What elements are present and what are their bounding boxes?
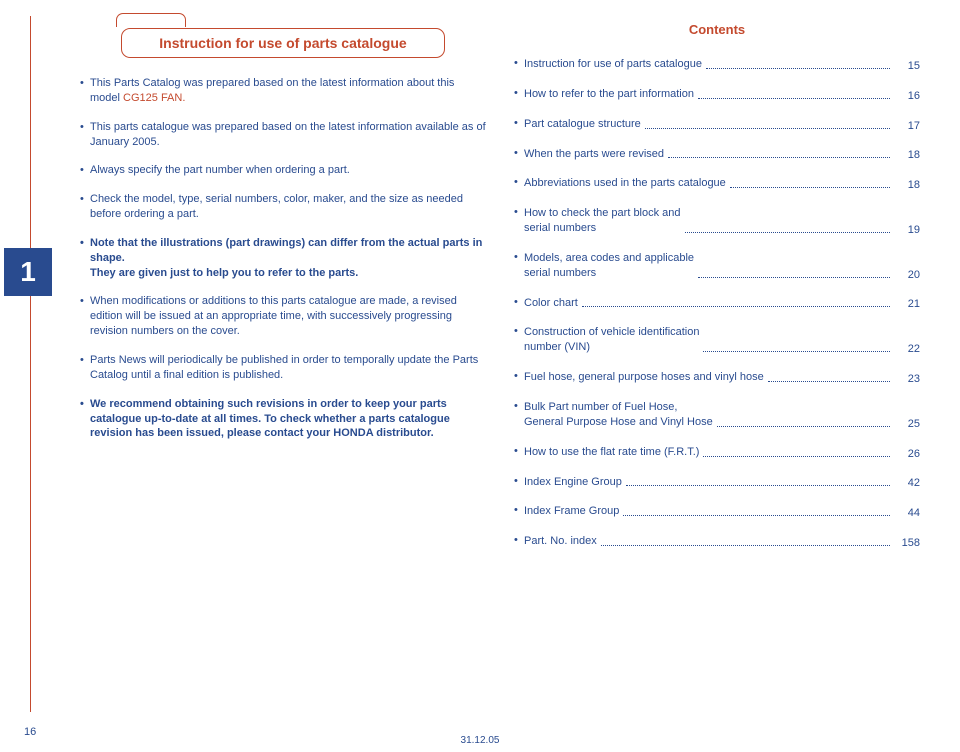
table-of-contents: Instruction for use of parts catalogue 15… — [514, 57, 920, 549]
instruction-bullet-list: This parts catalogue was prepared based … — [80, 120, 486, 442]
toc-item[interactable]: Fuel hose, general purpose hoses and vin… — [514, 370, 920, 385]
instruction-bullet: Parts News will periodically be publishe… — [80, 353, 486, 383]
toc-label: Part. No. index — [524, 534, 597, 549]
section-number-tab: 1 — [4, 248, 52, 296]
footer-page-number: 16 — [24, 726, 36, 738]
toc-leader-dots — [703, 351, 890, 352]
toc-page-number: 26 — [894, 448, 920, 460]
toc-label: Construction of vehicle identification n… — [524, 325, 699, 355]
instruction-title-box: Instruction for use of parts catalogue — [121, 28, 446, 58]
toc-item[interactable]: How to check the part block and serial n… — [514, 206, 920, 236]
toc-item[interactable]: When the parts were revised 18 — [514, 147, 920, 162]
toc-page-number: 15 — [894, 60, 920, 72]
toc-page-number: 22 — [894, 343, 920, 355]
toc-item[interactable]: Models, area codes and applicable serial… — [514, 251, 920, 281]
toc-leader-dots — [768, 381, 890, 382]
instruction-bullet: We recommend obtaining such revisions in… — [80, 397, 486, 442]
toc-page-number: 18 — [894, 179, 920, 191]
toc-label: Fuel hose, general purpose hoses and vin… — [524, 370, 764, 385]
instruction-bullet: Check the model, type, serial numbers, c… — [80, 192, 486, 222]
right-column: Contents Instruction for use of parts ca… — [514, 18, 920, 564]
left-column: Instruction for use of parts catalogue T… — [80, 18, 486, 564]
toc-item[interactable]: Construction of vehicle identification n… — [514, 325, 920, 355]
instruction-bullet: Always specify the part number when orde… — [80, 163, 486, 178]
toc-page-number: 18 — [894, 149, 920, 161]
toc-item[interactable]: Index Engine Group 42 — [514, 475, 920, 490]
toc-page-number: 44 — [894, 507, 920, 519]
toc-item[interactable]: Color chart 21 — [514, 296, 920, 311]
toc-page-number: 158 — [894, 537, 920, 549]
toc-leader-dots — [706, 68, 890, 69]
instruction-bullets: This Parts Catalog was prepared based on… — [80, 76, 486, 106]
footer-date: 31.12.05 — [461, 735, 500, 746]
toc-label: Index Engine Group — [524, 475, 622, 490]
toc-leader-dots — [668, 157, 890, 158]
contents-heading: Contents — [514, 22, 920, 37]
toc-leader-dots — [703, 456, 890, 457]
toc-leader-dots — [645, 128, 890, 129]
toc-item[interactable]: Bulk Part number of Fuel Hose, General P… — [514, 400, 920, 430]
toc-label: How to use the flat rate time (F.R.T.) — [524, 445, 699, 460]
toc-item[interactable]: Index Frame Group 44 — [514, 504, 920, 519]
toc-item[interactable]: Part catalogue structure 17 — [514, 117, 920, 132]
toc-page-number: 23 — [894, 373, 920, 385]
toc-label: Instruction for use of parts catalogue — [524, 57, 702, 72]
page-root: 1 Instruction for use of parts catalogue… — [0, 0, 960, 752]
instruction-bullet: This parts catalogue was prepared based … — [80, 120, 486, 150]
toc-leader-dots — [717, 426, 890, 427]
toc-label: When the parts were revised — [524, 147, 664, 162]
toc-page-number: 20 — [894, 269, 920, 281]
toc-label: Color chart — [524, 296, 578, 311]
toc-page-number: 25 — [894, 418, 920, 430]
toc-label: Index Frame Group — [524, 504, 619, 519]
toc-page-number: 42 — [894, 477, 920, 489]
toc-page-number: 21 — [894, 298, 920, 310]
bullet-model-intro: This Parts Catalog was prepared based on… — [80, 76, 486, 106]
toc-label: How to check the part block and serial n… — [524, 206, 681, 236]
toc-page-number: 16 — [894, 90, 920, 102]
toc-leader-dots — [582, 306, 890, 307]
toc-label: Part catalogue structure — [524, 117, 641, 132]
toc-page-number: 19 — [894, 224, 920, 236]
toc-leader-dots — [623, 515, 890, 516]
toc-leader-dots — [685, 232, 890, 233]
model-name: CG125 FAN. — [123, 92, 185, 104]
toc-item[interactable]: Instruction for use of parts catalogue 15 — [514, 57, 920, 72]
instruction-bullet: When modifications or additions to this … — [80, 294, 486, 339]
toc-leader-dots — [601, 545, 890, 546]
toc-item[interactable]: How to use the flat rate time (F.R.T.) 26 — [514, 445, 920, 460]
toc-item[interactable]: Abbreviations used in the parts catalogu… — [514, 176, 920, 191]
toc-leader-dots — [698, 98, 890, 99]
toc-label: How to refer to the part information — [524, 87, 694, 102]
two-column-layout: Instruction for use of parts catalogue T… — [80, 18, 920, 564]
toc-leader-dots — [730, 187, 890, 188]
toc-item[interactable]: How to refer to the part information 16 — [514, 87, 920, 102]
instruction-title: Instruction for use of parts catalogue — [159, 35, 406, 51]
instruction-bullet: Note that the illustrations (part drawin… — [80, 236, 486, 281]
toc-leader-dots — [626, 485, 890, 486]
left-divider — [30, 16, 31, 712]
toc-label: Bulk Part number of Fuel Hose, General P… — [524, 400, 713, 430]
title-tab-decoration — [116, 13, 186, 27]
toc-leader-dots — [698, 277, 890, 278]
toc-item[interactable]: Part. No. index 158 — [514, 534, 920, 549]
toc-page-number: 17 — [894, 120, 920, 132]
toc-label: Abbreviations used in the parts catalogu… — [524, 176, 726, 191]
toc-label: Models, area codes and applicable serial… — [524, 251, 694, 281]
